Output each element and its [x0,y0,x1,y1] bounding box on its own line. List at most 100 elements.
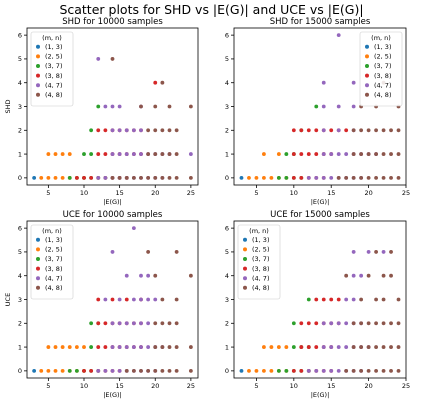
point-series-2 [60,175,65,180]
point-series-6 [366,128,371,133]
subplot-4: UCE for 15000 samples 5 10 15 20 25 0 1 2 3 4 5 6 |E(… [225,210,410,399]
legend-marker [36,92,40,97]
point-series-6 [139,104,143,109]
point-series-5 [117,368,122,373]
legend-title: (m, n) [42,227,62,235]
point-series-4 [291,175,296,180]
point-series-2 [53,368,58,373]
point-series-6 [167,321,172,326]
point-series-6 [366,321,371,326]
point-series-6 [359,297,364,302]
point-series-6 [336,175,341,180]
legend-entry-label: (4, 7) [45,81,62,89]
point-series-5 [110,250,115,254]
legend-entry-label: (1, 3) [374,43,391,51]
legend-marker [243,257,247,261]
point-series-5 [146,345,151,349]
point-series-5 [139,345,143,349]
point-series-5 [146,321,151,326]
point-series-4 [306,321,311,326]
point-series-5 [117,321,122,326]
point-series-2 [254,368,259,373]
point-series-2 [46,152,51,156]
point-series-6 [174,128,179,133]
subplot-3: UCE for 10000 samples 5 10 15 20 25 0 1 2 3 4 5 6 |E(… [4,210,199,399]
point-series-5 [336,152,341,156]
point-series-5 [306,368,311,373]
x-tick-label: 10 [290,189,298,197]
x-axis-label: |E(G)| [311,198,330,206]
point-series-5 [344,152,349,156]
point-series-6 [366,152,371,156]
legend: (m, n)(1, 3) (2, 5)(3, 7) (3, 8)(4, 7) (4, … [359,31,403,107]
point-series-5 [344,345,349,349]
subplot-title: SHD for 10000 samples [62,17,163,27]
point-series-6 [389,250,393,254]
point-series-2 [276,152,281,156]
point-series-6 [389,175,393,180]
point-series-5 [139,321,143,326]
legend: (m, n)(1, 3) (2, 5)(3, 7) (3, 8)(4, 7) (4, … [30,224,74,300]
point-series-5 [117,297,122,302]
point-series-2 [67,152,72,156]
x-tick-label: 15 [115,189,123,197]
point-series-6 [389,345,393,349]
legend-entry-label: (3, 8) [374,72,391,80]
legend-marker [365,54,369,59]
point-series-4 [82,175,86,180]
point-series-6 [366,175,371,180]
point-series-2 [254,175,259,180]
point-series-4 [299,321,304,326]
legend-marker [36,64,40,68]
point-series-6 [188,104,193,109]
y-tick-label: 4 [225,272,229,280]
y-tick-label: 3 [18,103,22,111]
x-tick-label: 10 [80,382,88,390]
x-tick-label: 25 [187,189,195,197]
point-series-4 [299,175,304,180]
x-tick-label: 15 [327,189,335,197]
point-series-6 [146,368,151,373]
y-tick-label: 3 [18,296,22,304]
x-tick-label: 5 [254,382,258,390]
y-tick-label: 2 [18,127,22,135]
point-series-5 [103,175,108,180]
point-series-3 [284,368,289,373]
point-series-3 [74,368,79,373]
point-series-5 [321,345,326,349]
point-series-5 [117,152,122,156]
point-series-4 [74,175,79,180]
point-series-4 [291,368,296,373]
point-series-5 [103,104,108,109]
point-series-6 [188,175,193,180]
legend-entry-label: (4, 8) [374,91,391,99]
point-series-6 [110,175,115,180]
point-series-5 [336,104,341,109]
point-series-2 [262,345,266,349]
point-series-4 [89,175,94,180]
point-series-4 [110,297,115,302]
legend-entry-label: (4, 7) [252,274,269,282]
point-series-5 [131,152,136,156]
point-series-6 [396,345,401,349]
point-series-5 [103,368,108,373]
point-series-6 [153,345,158,349]
point-series-5 [103,297,108,302]
y-tick-label: 2 [225,320,229,328]
point-series-6 [153,321,158,326]
legend-entry-label: (1, 3) [252,236,269,244]
subplot-2: SHD for 15000 samples 5 10 15 20 25 0 1 2 3 4 5 6 |E(… [225,17,410,206]
y-tick-label: 0 [18,174,22,182]
point-series-6 [160,297,165,302]
point-series-5 [131,297,136,302]
point-series-6 [160,128,165,133]
point-series-6 [359,321,364,326]
point-series-6 [374,152,378,156]
point-series-2 [284,345,289,349]
point-series-6 [396,321,401,326]
point-series-5 [96,175,101,180]
legend-entry-label: (2, 5) [45,246,62,254]
point-series-3 [89,321,94,326]
point-series-6 [167,175,172,180]
